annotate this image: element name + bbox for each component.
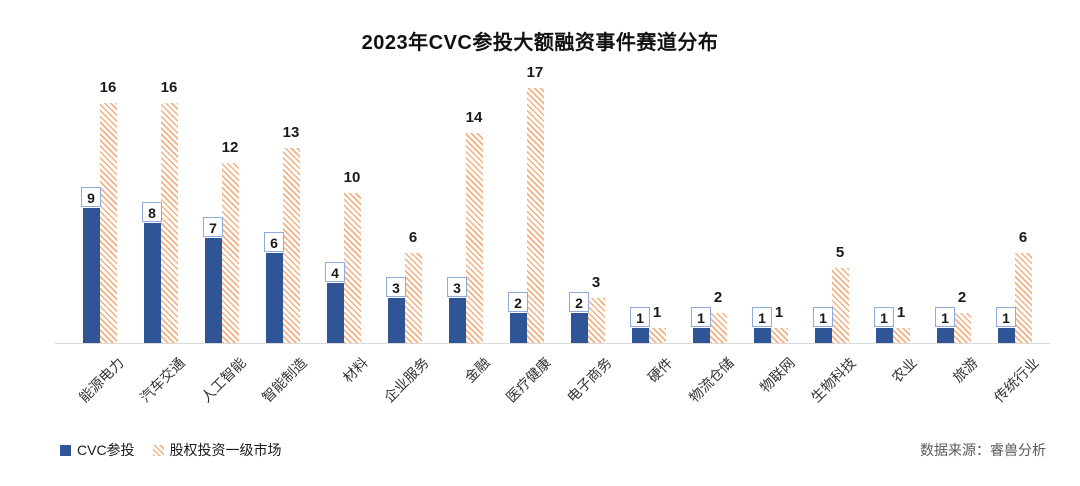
- bar-cvc: [143, 223, 161, 343]
- bar-market: [282, 148, 300, 343]
- bar-cvc: [509, 313, 527, 343]
- legend-label-market: 股权投资一级市场: [169, 442, 282, 458]
- value-label-cvc: 1: [752, 307, 772, 327]
- bar-market: [953, 313, 971, 343]
- value-label-cvc: 1: [996, 307, 1016, 327]
- bar-market: [160, 103, 178, 343]
- legend-swatch-cvc-icon: [60, 444, 71, 456]
- value-label-market: 2: [713, 289, 723, 306]
- value-label-market: 16: [99, 79, 117, 96]
- x-axis-category-label: 企业服务: [380, 354, 432, 406]
- value-label-market: 6: [408, 229, 418, 246]
- x-axis-line: [55, 343, 1050, 344]
- legend-label-cvc: CVC参投: [77, 442, 135, 458]
- value-label-market: 6: [1018, 229, 1028, 246]
- value-label-cvc: 1: [630, 307, 650, 327]
- x-axis-category-label: 传统行业: [990, 354, 1042, 406]
- bar-market: [770, 328, 788, 343]
- bar-cvc: [82, 208, 100, 343]
- bar-cvc: [204, 238, 222, 343]
- value-label-market: 2: [957, 289, 967, 306]
- value-label-market: 17: [526, 64, 544, 81]
- bar-cvc: [570, 313, 588, 343]
- bar-market: [1014, 253, 1032, 343]
- value-label-cvc: 4: [325, 262, 345, 282]
- value-label-cvc: 1: [813, 307, 833, 327]
- bar-market: [99, 103, 117, 343]
- bar-cvc: [692, 328, 710, 343]
- value-label-cvc: 6: [264, 232, 284, 252]
- value-label-market: 13: [282, 124, 300, 141]
- bar-market: [831, 268, 849, 343]
- legend-item-market: 股权投资一级市场: [152, 440, 282, 460]
- chart-title: 2023年CVC参投大额融资事件赛道分布: [361, 32, 719, 54]
- value-label-cvc: 9: [81, 187, 101, 207]
- legend: CVC参投 股权投资一级市场: [60, 440, 282, 460]
- value-label-cvc: 2: [508, 292, 528, 312]
- value-label-cvc: 3: [386, 277, 406, 297]
- bar-market: [404, 253, 422, 343]
- x-axis-category-label: 物联网: [756, 354, 798, 396]
- x-axis-category-label: 农业: [888, 354, 920, 386]
- x-axis-category-label: 电子商务: [563, 354, 615, 406]
- value-label-market: 14: [465, 109, 483, 126]
- bar-cvc: [814, 328, 832, 343]
- x-axis-category-label: 旅游: [949, 354, 981, 386]
- x-axis-category-label: 生物科技: [807, 354, 859, 406]
- value-label-market: 5: [835, 244, 845, 261]
- value-label-cvc: 1: [691, 307, 711, 327]
- value-label-cvc: 3: [447, 277, 467, 297]
- legend-swatch-market-icon: [152, 444, 164, 456]
- bar-cvc: [936, 328, 954, 343]
- value-label-market: 1: [652, 304, 662, 321]
- data-source-note: 数据来源：睿兽分析: [920, 442, 1046, 458]
- bar-cvc: [448, 298, 466, 343]
- value-label-cvc: 1: [874, 307, 894, 327]
- bar-cvc: [387, 298, 405, 343]
- value-label-cvc: 7: [203, 217, 223, 237]
- bar-cvc: [997, 328, 1015, 343]
- x-axis-category-label: 人工智能: [197, 354, 249, 406]
- x-axis-category-label: 汽车交通: [136, 354, 188, 406]
- value-label-market: 1: [774, 304, 784, 321]
- x-axis-category-label: 智能制造: [258, 354, 310, 406]
- bar-cvc: [753, 328, 771, 343]
- bar-market: [587, 298, 605, 343]
- bar-market: [892, 328, 910, 343]
- bar-cvc: [265, 253, 283, 343]
- bar-market: [709, 313, 727, 343]
- legend-item-cvc: CVC参投: [60, 440, 135, 460]
- value-label-market: 12: [221, 139, 239, 156]
- value-label-cvc: 1: [935, 307, 955, 327]
- value-label-cvc: 8: [142, 202, 162, 222]
- bar-cvc: [875, 328, 893, 343]
- value-label-market: 10: [343, 169, 361, 186]
- bar-market: [465, 133, 483, 343]
- bar-market: [343, 193, 361, 343]
- value-label-market: 3: [591, 274, 601, 291]
- value-label-market: 1: [896, 304, 906, 321]
- value-label-cvc: 2: [569, 292, 589, 312]
- value-label-market: 16: [160, 79, 178, 96]
- x-axis-category-label: 物流仓储: [685, 354, 737, 406]
- bar-market: [526, 88, 544, 343]
- x-axis-category-label: 医疗健康: [502, 354, 554, 406]
- bar-market: [221, 163, 239, 343]
- bar-cvc: [631, 328, 649, 343]
- x-axis-category-label: 能源电力: [75, 354, 127, 406]
- x-axis-category-label: 硬件: [644, 354, 676, 386]
- x-axis-category-label: 金融: [461, 354, 493, 386]
- x-axis-category-label: 材料: [339, 354, 371, 386]
- bar-cvc: [326, 283, 344, 343]
- bar-market: [648, 328, 666, 343]
